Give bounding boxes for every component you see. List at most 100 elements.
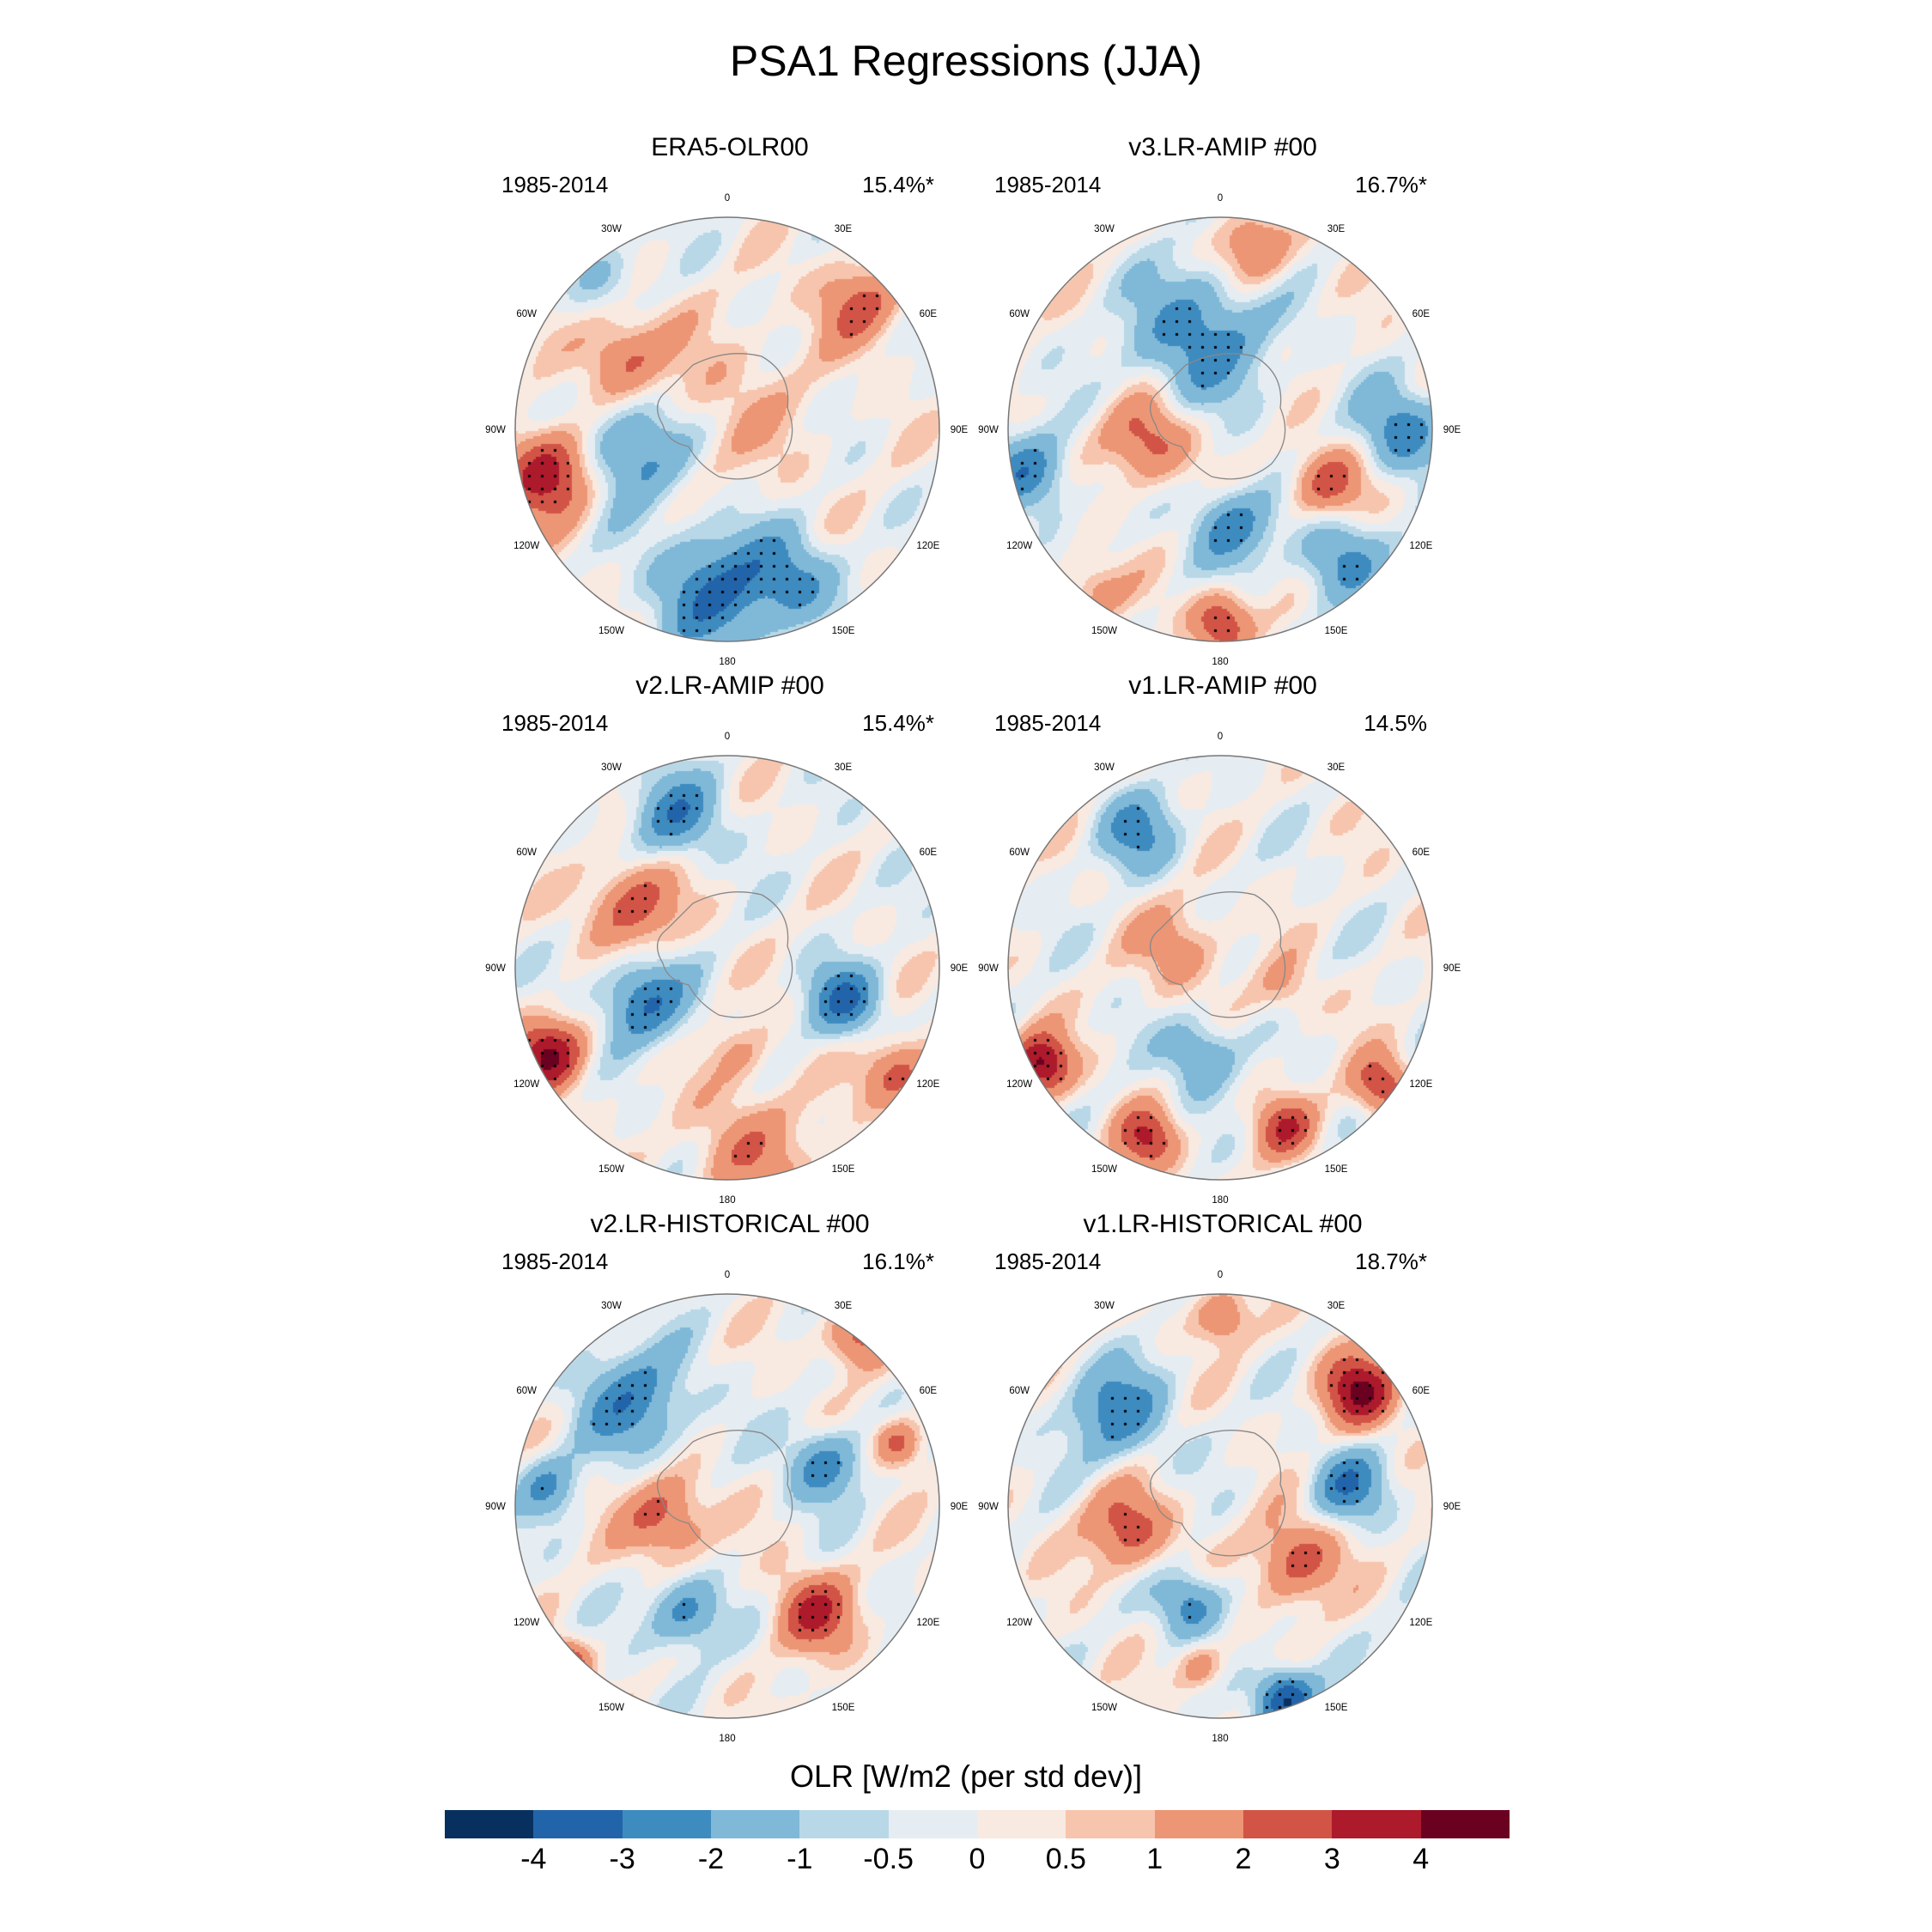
colorbar-swatch: [799, 1810, 889, 1838]
longitude-label: 90W: [485, 1502, 506, 1512]
longitude-label: 0: [725, 193, 730, 204]
colorbar-tick-label: -2: [697, 1843, 725, 1875]
longitude-label: 0: [1218, 193, 1223, 204]
longitude-label: 150E: [1325, 1164, 1348, 1175]
longitude-label: 120E: [1409, 1079, 1432, 1090]
longitude-label: 120W: [1006, 1079, 1032, 1090]
map-overlay: 0 30E 60E 90E 120E 150E 180 150W 120W 90W 60W 30W: [978, 732, 1461, 1206]
panel-variance-pct: 16.1%*: [862, 1249, 934, 1274]
olr-field: [1008, 756, 1432, 1180]
polar-map: 0 30E 60E 90E 120E 150E 180 150W 120W 90W 60W 30W: [978, 732, 1461, 1206]
polar-map: 0 30E 60E 90E 120E 150E 180 150W 120W 90W 60W 30W: [978, 1270, 1461, 1744]
longitude-label: 180: [1212, 1734, 1228, 1744]
longitude-label: 60E: [920, 1386, 938, 1396]
panel-title: ERA5-OLR00: [651, 133, 809, 161]
colorbar-swatch: [710, 1810, 800, 1838]
longitude-label: 120W: [1006, 541, 1032, 551]
longitude-label: 120E: [916, 1079, 939, 1090]
longitude-label: 150W: [1091, 626, 1117, 636]
polar-map: 0 30E 60E 90E 120E 150E 180 150W 120W 90W 60W 30W: [978, 193, 1461, 667]
colorbar-swatch: [445, 1810, 534, 1838]
longitude-label: 90E: [1443, 425, 1461, 435]
colorbar-swatch: [622, 1810, 711, 1838]
map-panel: v1.LR-AMIP #00 1985-2014 14.5% 0 30E 60E 90…: [965, 671, 1480, 1206]
longitude-label: 30W: [1094, 224, 1115, 234]
panel-years: 1985-2014: [501, 710, 609, 736]
map-panel: v1.LR-HISTORICAL #00 1985-2014 18.7%* 0 3…: [965, 1210, 1480, 1744]
colorbar-swatch: [533, 1810, 623, 1838]
longitude-label: 90E: [951, 963, 969, 974]
longitude-label: 120E: [1409, 1618, 1432, 1628]
longitude-label: 150E: [1325, 626, 1348, 636]
longitude-label: 150W: [598, 626, 624, 636]
longitude-label: 0: [725, 1270, 730, 1280]
longitude-label: 90E: [1443, 1502, 1461, 1512]
panel-variance-pct: 15.4%*: [862, 172, 934, 197]
olr-field: [1008, 217, 1432, 641]
map-boundary: [514, 1293, 940, 1719]
longitude-label: 120E: [916, 1618, 939, 1628]
longitude-label: 150W: [598, 1164, 624, 1175]
longitude-label: 60E: [1413, 1386, 1431, 1396]
longitude-label: 60E: [920, 848, 938, 858]
longitude-label: 120E: [916, 541, 939, 551]
longitude-label: 60E: [1413, 309, 1431, 319]
panel-years: 1985-2014: [994, 710, 1102, 736]
longitude-label: 90W: [485, 425, 506, 435]
longitude-label: 0: [1218, 732, 1223, 742]
colorbar-swatch: [1066, 1810, 1155, 1838]
longitude-label: 0: [725, 732, 730, 742]
panel-years: 1985-2014: [501, 172, 609, 197]
map-boundary: [514, 755, 940, 1181]
longitude-label: 0: [1218, 1270, 1223, 1280]
longitude-label: 30E: [1327, 224, 1346, 234]
colorbar-title: OLR [W/m2 (per std dev)]: [789, 1759, 1143, 1794]
colorbar-swatch: [1154, 1810, 1243, 1838]
colorbar-tick-label: 4: [1413, 1843, 1430, 1875]
longitude-label: 90E: [1443, 963, 1461, 974]
panel-title: v3.LR-AMIP #00: [1128, 133, 1317, 161]
longitude-label: 150E: [832, 1703, 855, 1713]
longitude-label: 60W: [1009, 309, 1030, 319]
colorbar-tick-label: 3: [1323, 1843, 1340, 1875]
longitude-label: 150W: [1091, 1703, 1117, 1713]
map-boundary: [1007, 755, 1433, 1181]
map-boundary: [1007, 216, 1433, 642]
longitude-label: 180: [1212, 1195, 1228, 1206]
map-panel: ERA5-OLR00 1985-2014 15.4%* 0 30E 60E 90E 12…: [472, 133, 987, 667]
longitude-label: 60W: [1009, 1386, 1030, 1396]
panel-years: 1985-2014: [994, 1249, 1102, 1274]
panel-title: v1.LR-AMIP #00: [1128, 671, 1317, 700]
olr-field: [515, 756, 939, 1180]
colorbar-tick-label: 2: [1235, 1843, 1252, 1875]
longitude-label: 60W: [516, 848, 537, 858]
map-panel: v2.LR-HISTORICAL #00 1985-2014 16.1%* 0 3…: [472, 1210, 987, 1744]
longitude-label: 30W: [601, 1301, 622, 1311]
panel-title: v2.LR-AMIP #00: [635, 671, 824, 700]
longitude-label: 30E: [1327, 762, 1346, 773]
olr-field: [1008, 1294, 1432, 1718]
longitude-label: 90W: [978, 1502, 999, 1512]
colorbar-tick-label: 0.5: [1045, 1843, 1086, 1875]
colorbar-swatch: [1242, 1810, 1333, 1838]
colorbar: [445, 1810, 1510, 1838]
longitude-label: 30W: [601, 224, 622, 234]
map-overlay: 0 30E 60E 90E 120E 150E 180 150W 120W 90W 60W 30W: [485, 193, 968, 667]
longitude-label: 120E: [1409, 541, 1432, 551]
map-boundary: [514, 216, 940, 642]
olr-field: [515, 1294, 939, 1718]
longitude-label: 90W: [978, 963, 999, 974]
longitude-label: 90W: [978, 425, 999, 435]
panel-variance-pct: 16.7%*: [1355, 172, 1427, 197]
polar-map: 0 30E 60E 90E 120E 150E 180 150W 120W 90W 60W 30W: [485, 193, 968, 667]
longitude-label: 150E: [832, 1164, 855, 1175]
colorbar-tick-label: -1: [787, 1843, 813, 1875]
colorbar-tick-label: 1: [1146, 1843, 1163, 1875]
polar-map: 0 30E 60E 90E 120E 150E 180 150W 120W 90W 60W 30W: [485, 732, 968, 1206]
longitude-label: 30W: [1094, 762, 1115, 773]
map-overlay: 0 30E 60E 90E 120E 150E 180 150W 120W 90W 60W 30W: [978, 193, 1461, 667]
colorbar-tick-label: -0.5: [863, 1843, 914, 1875]
longitude-label: 30W: [601, 762, 622, 773]
colorbar-swatch: [1332, 1810, 1421, 1838]
longitude-label: 60W: [516, 1386, 537, 1396]
